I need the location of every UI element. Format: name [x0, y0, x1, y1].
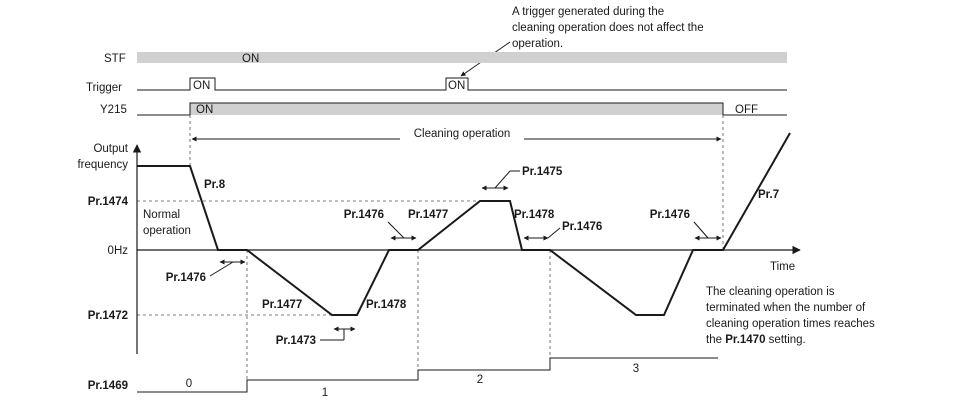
trigger-row: Trigger ON ON	[86, 77, 787, 94]
label-pr1477-2: Pr.1477	[408, 209, 448, 221]
dwell-pr1475: Pr.1475	[481, 166, 563, 191]
counter-label: Pr.1469	[88, 380, 128, 392]
label-pr1473: Pr.1473	[276, 335, 316, 347]
annotation-top-line2: cleaning operation does not affect the	[512, 22, 704, 34]
parameter-labels: Pr.8 Pr.7 Pr.1477 Pr.1478 Pr.1477 Pr.147…	[204, 179, 779, 311]
dwell-pr1476-3: Pr.1476	[523, 221, 602, 241]
label-pr1476-1: Pr.1476	[166, 272, 206, 284]
counter-value-1: 1	[322, 387, 328, 399]
label-pr1476-3: Pr.1476	[562, 221, 602, 233]
label-pr1478-1: Pr.1478	[366, 299, 407, 311]
label-pr1478-2: Pr.1478	[514, 209, 555, 221]
normal-operation-line2: operation	[143, 225, 191, 237]
cleaning-operation-span: Cleaning operation	[191, 126, 722, 142]
counter-value-0: 0	[186, 378, 192, 390]
horizontal-guides	[137, 200, 480, 316]
y-tick-pr1472: Pr.1472	[88, 310, 128, 322]
dwell-pr1473: Pr.1473	[276, 326, 356, 347]
y215-label: Y215	[100, 104, 127, 116]
dwell-pr1476-2: Pr.1476	[344, 209, 417, 241]
vertical-guides	[189, 115, 724, 380]
label-pr7: Pr.7	[758, 189, 779, 201]
trigger-on-text-1: ON	[193, 80, 210, 92]
annotation-top: A trigger generated during the cleaning …	[460, 6, 704, 77]
normal-operation-label: Normal operation	[143, 209, 191, 237]
output-frequency-waveform	[137, 132, 791, 316]
y215-on-bar	[190, 103, 723, 115]
normal-operation-line1: Normal	[143, 209, 180, 221]
x-axis-title: Time	[770, 261, 795, 273]
note-line3: cleaning operation times reaches	[706, 318, 875, 330]
label-pr1477-1: Pr.1477	[262, 299, 302, 311]
stf-row: STF ON	[104, 52, 787, 65]
cleaning-operation-label: Cleaning operation	[414, 128, 511, 140]
y215-on-text: ON	[196, 104, 213, 116]
note-line4: the Pr.1470 setting.	[706, 334, 806, 346]
label-pr1476-2: Pr.1476	[344, 209, 384, 221]
stf-on-text: ON	[242, 53, 259, 65]
y-tick-pr1474: Pr.1474	[88, 196, 129, 208]
stf-on-bar	[137, 52, 787, 63]
y215-waveform	[137, 102, 787, 116]
y-axis-title-2: frequency	[77, 159, 128, 171]
annotation-top-line1: A trigger generated during the	[512, 6, 664, 18]
y-axis-title-1: Output	[93, 143, 128, 155]
dwell-pr1476-4: Pr.1476	[650, 209, 722, 241]
y-tick-0hz: 0Hz	[108, 245, 129, 257]
label-pr8: Pr.8	[204, 179, 226, 191]
dwell-pr1476-1: Pr.1476	[166, 259, 246, 284]
label-pr1475: Pr.1475	[522, 166, 563, 178]
counter-value-2: 2	[477, 374, 483, 386]
note-line2: terminated when the number of	[706, 302, 866, 314]
stf-label: STF	[104, 53, 126, 65]
frequency-axes: Output frequency Pr.1474 0Hz Pr.1472 Tim…	[77, 143, 801, 354]
counter-row: Pr.1469 0 1 2 3	[88, 357, 718, 399]
note-line1: The cleaning operation is	[706, 286, 835, 298]
trigger-label: Trigger	[86, 82, 122, 94]
counter-value-3: 3	[633, 363, 639, 375]
y215-off-text: OFF	[735, 104, 758, 116]
annotation-top-line3: operation.	[512, 38, 563, 50]
label-pr1476-4: Pr.1476	[650, 209, 690, 221]
trigger-waveform	[137, 77, 787, 91]
y215-row: Y215 ON OFF	[100, 102, 787, 116]
termination-note: The cleaning operation is terminated whe…	[706, 286, 875, 346]
trigger-on-text-2: ON	[448, 80, 465, 92]
counter-staircase	[137, 357, 718, 393]
